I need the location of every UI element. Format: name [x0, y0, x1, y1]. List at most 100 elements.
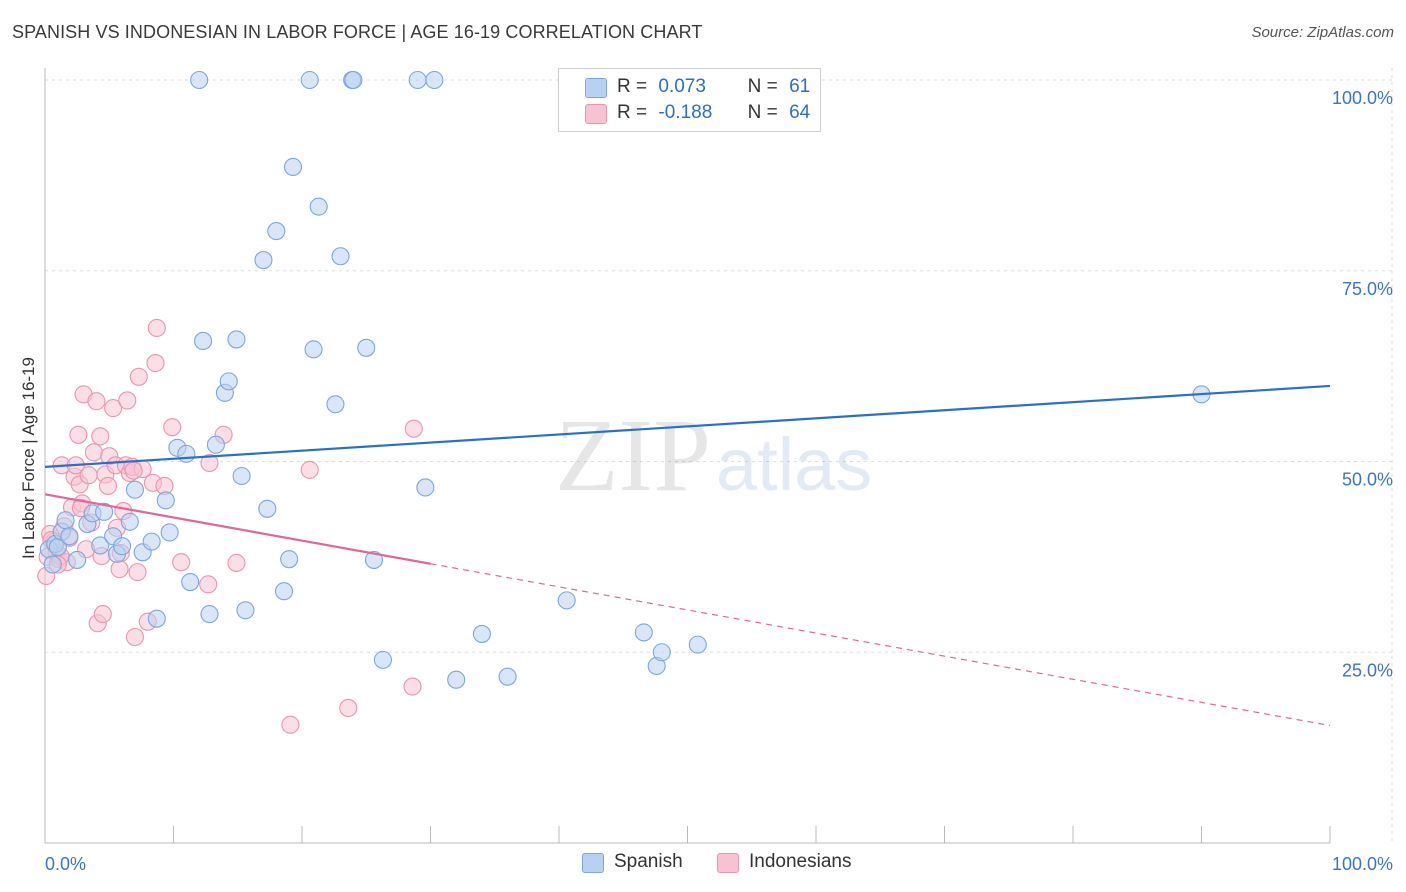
data-point-indonesians	[227, 553, 246, 573]
data-point-spanish	[416, 478, 435, 497]
data-point-spanish	[408, 70, 427, 90]
data-point-spanish	[200, 605, 219, 624]
data-point-indonesians	[404, 419, 423, 438]
trend-line-indonesians	[44, 493, 431, 565]
x-tick-labels: 0.0% 100.0%	[45, 854, 1393, 874]
data-point-spanish	[258, 499, 277, 518]
data-point-spanish	[557, 591, 576, 610]
data-point-spanish	[300, 70, 319, 90]
data-point-spanish	[254, 251, 273, 270]
data-point-indonesians	[84, 443, 103, 462]
legend-swatch-indonesians	[585, 104, 607, 124]
data-point-spanish	[219, 372, 238, 391]
legend-r-label: R =	[617, 76, 648, 97]
data-point-indonesians	[125, 627, 144, 647]
source-label: Source: ZipAtlas.com	[1251, 24, 1394, 41]
data-point-indonesians	[129, 367, 148, 386]
data-point-indonesians	[79, 466, 98, 485]
data-point-indonesians	[69, 425, 88, 444]
data-point-spanish	[309, 197, 328, 216]
data-point-spanish	[56, 511, 75, 530]
data-point-spanish	[190, 70, 209, 90]
axes	[44, 68, 1331, 844]
data-point-indonesians	[199, 575, 218, 594]
data-point-spanish	[357, 338, 376, 357]
data-point-indonesians	[124, 461, 143, 480]
legend-box: R = 0.073 N = 61 R = -0.188 N = 64	[558, 68, 821, 132]
x-tick-label: 100.0%	[1332, 854, 1393, 874]
data-point-spanish	[160, 523, 179, 542]
data-point-indonesians	[128, 563, 147, 582]
data-point-indonesians	[93, 605, 112, 624]
data-point-spanish	[364, 550, 384, 569]
data-point-indonesians	[91, 427, 110, 446]
data-point-spanish	[91, 536, 110, 555]
data-point-indonesians	[403, 677, 422, 696]
spanish-points	[39, 70, 1211, 689]
data-point-spanish	[373, 650, 393, 669]
trend-line-indonesians-dashed	[430, 563, 1331, 727]
data-point-spanish	[304, 340, 323, 359]
bottom-legend-swatch-spanish	[582, 853, 604, 873]
legend-n-indonesians: 64	[789, 102, 811, 123]
data-point-spanish	[147, 609, 166, 628]
data-point-indonesians	[172, 553, 191, 572]
data-point-indonesians	[118, 391, 137, 410]
data-point-spanish	[498, 667, 517, 686]
legend-r-label: R =	[617, 102, 648, 123]
bottom-legend-swatch-indonesians	[717, 853, 739, 873]
data-point-spanish	[68, 550, 87, 569]
data-point-indonesians	[146, 354, 165, 373]
y-tick-labels: 25.0% 50.0% 75.0% 100.0%	[1332, 88, 1393, 680]
data-point-spanish	[227, 330, 246, 349]
data-point-spanish	[60, 527, 79, 546]
data-point-spanish	[274, 582, 294, 601]
legend-swatch-spanish	[585, 78, 607, 98]
data-point-spanish	[156, 491, 175, 510]
data-point-spanish	[181, 573, 200, 592]
trend-lines	[44, 384, 1331, 727]
data-point-spanish	[43, 555, 62, 574]
legend-n-spanish: 61	[789, 76, 811, 97]
data-point-spanish	[232, 466, 251, 486]
grid-lines	[45, 68, 1393, 843]
data-point-indonesians	[200, 453, 219, 473]
y-tick-label: 50.0%	[1342, 470, 1393, 490]
data-point-spanish	[326, 395, 345, 414]
data-point-spanish	[95, 502, 114, 521]
data-point-spanish	[177, 444, 196, 463]
data-point-spanish	[113, 537, 132, 556]
data-point-spanish	[472, 624, 491, 643]
legend-r-spanish: 0.073	[658, 76, 706, 97]
y-axis-label: In Labor Force | Age 16-19	[19, 357, 38, 559]
data-point-indonesians	[339, 698, 358, 717]
y-tick-label: 75.0%	[1342, 279, 1393, 299]
legend-n-label: N =	[747, 102, 778, 123]
data-point-spanish	[634, 623, 653, 642]
data-point-indonesians	[281, 715, 300, 734]
data-point-spanish	[344, 70, 363, 90]
y-tick-label: 100.0%	[1332, 88, 1393, 108]
legend-r-indonesians: -0.188	[658, 102, 713, 123]
data-point-spanish	[425, 70, 444, 90]
data-point-indonesians	[163, 418, 182, 437]
data-point-indonesians	[300, 460, 319, 479]
data-point-spanish	[125, 480, 144, 499]
data-point-spanish	[331, 247, 350, 266]
watermark-atlas: atlas	[716, 423, 872, 506]
data-point-spanish	[267, 222, 286, 241]
chart-title: SPANISH VS INDONESIAN IN LABOR FORCE | A…	[12, 22, 703, 42]
data-point-spanish	[120, 512, 139, 531]
data-point-spanish	[447, 670, 466, 689]
data-point-spanish	[652, 643, 671, 662]
y-tick-label: 25.0%	[1342, 660, 1393, 680]
data-point-spanish	[236, 601, 255, 620]
watermark-zip: ZIP	[555, 398, 711, 513]
data-point-indonesians	[87, 392, 106, 411]
data-point-spanish	[142, 532, 161, 551]
data-point-indonesians	[104, 399, 123, 418]
bottom-legend-label-spanish: Spanish	[614, 851, 683, 872]
bottom-legend-label-indonesians: Indonesians	[749, 851, 852, 872]
data-point-indonesians	[98, 476, 118, 495]
